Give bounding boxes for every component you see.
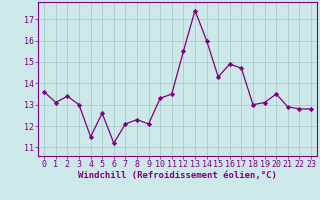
X-axis label: Windchill (Refroidissement éolien,°C): Windchill (Refroidissement éolien,°C) bbox=[78, 171, 277, 180]
